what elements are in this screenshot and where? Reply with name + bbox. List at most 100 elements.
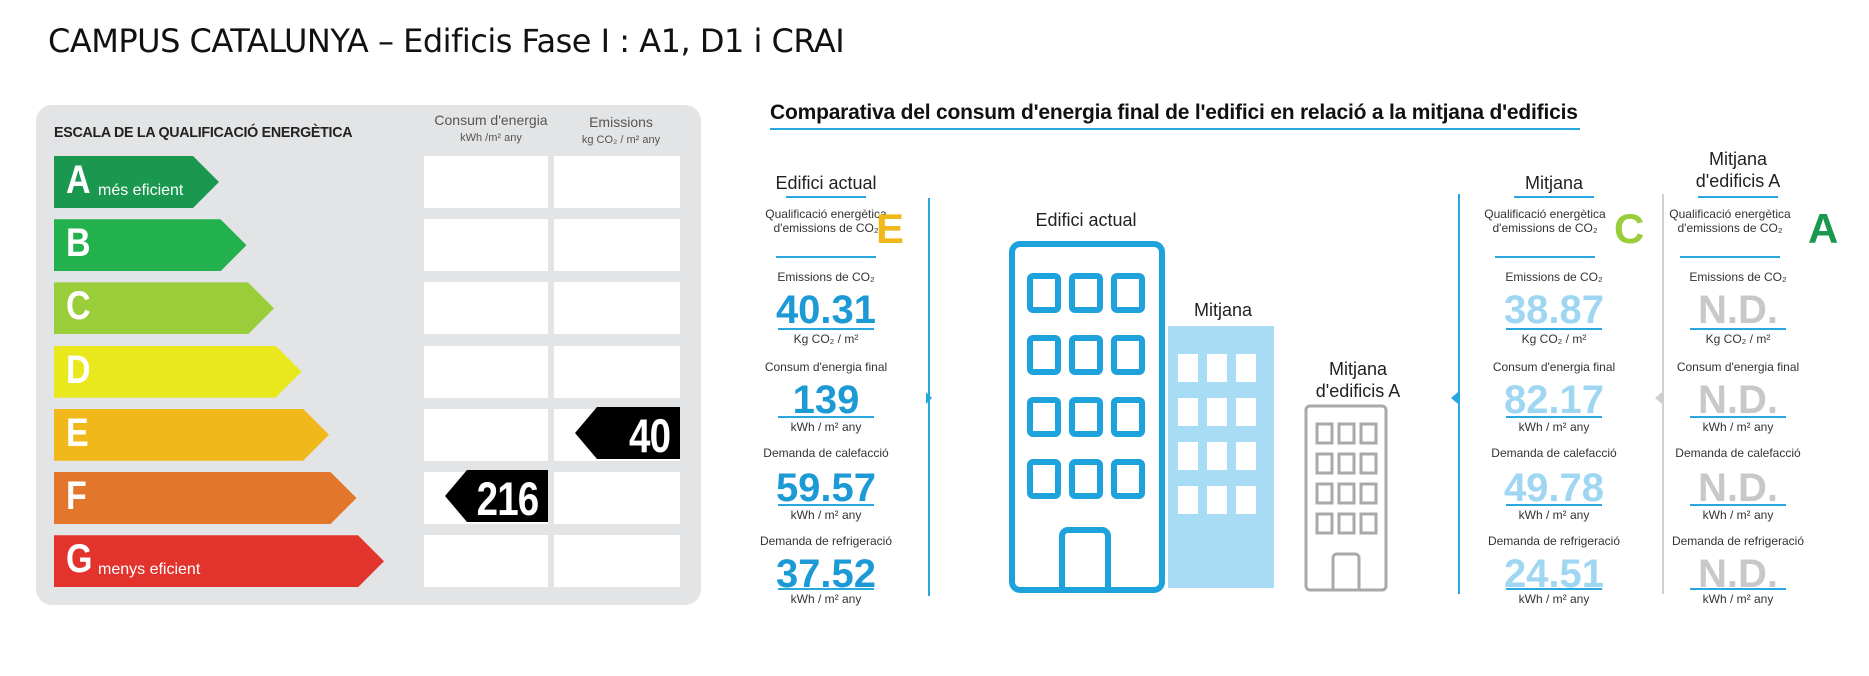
- emissions-rating-indicator: 40: [575, 407, 680, 459]
- qualification-underline: [776, 256, 876, 258]
- separator-middle: [1458, 194, 1460, 594]
- emissions-column-unit: kg CO₂ / m² any: [581, 134, 661, 146]
- emissions-cell: [554, 472, 680, 524]
- calef-value: 59.57: [775, 466, 877, 510]
- mitjana-building: [1168, 326, 1274, 588]
- actual-building: [1009, 241, 1165, 593]
- consum-column-label: Consum d'energia: [434, 112, 548, 128]
- calef-unit: kWh / m² any: [790, 508, 862, 522]
- rating-arrow-c: C: [54, 282, 274, 334]
- rating-letter: F: [66, 474, 87, 518]
- refrig-value: 24.51: [1503, 552, 1605, 596]
- consum-cell: [424, 535, 548, 588]
- emissions-unit: Kg CO₂ / m²: [1521, 332, 1587, 346]
- calef-label: Demanda de calefacció: [1675, 446, 1801, 460]
- column-header-underline: [1514, 196, 1594, 198]
- column-header-underline: [1698, 196, 1778, 198]
- emissions-cell: [554, 345, 680, 398]
- calef-label: Demanda de calefacció: [763, 446, 889, 460]
- energy-scale-title: ESCALA DE LA QUALIFICACIÓ ENERGÈTICA: [54, 124, 353, 141]
- qualification-letter: E: [876, 205, 905, 252]
- rating-letter: G: [66, 537, 93, 582]
- rating-caption: menys eficient: [98, 561, 201, 579]
- qualification-label: Qualificació energètica d'emissions de C…: [1669, 207, 1791, 235]
- consum-value: 82.17: [1503, 378, 1605, 422]
- comparison-title: Comparativa del consum d'energia final d…: [770, 101, 1578, 124]
- emissions-value-underline: [1506, 328, 1602, 330]
- consum-column-unit: kWh /m² any: [460, 132, 522, 144]
- refrig-value-underline: [778, 588, 874, 590]
- rating-letter: B: [66, 221, 91, 266]
- emissions-label: Emissions de CO₂: [777, 270, 875, 284]
- consum-value-underline: [778, 416, 874, 418]
- emissions-column-label: Emissions: [589, 114, 653, 130]
- rating-arrow-d: D: [54, 346, 302, 398]
- column-header: Mitjana: [1524, 173, 1584, 193]
- calef-value-underline: [1506, 504, 1602, 506]
- qualification-label: Qualificació energètica d'emissions de C…: [765, 207, 887, 235]
- emissions-cell: [554, 535, 680, 588]
- refrig-unit: kWh / m² any: [1702, 592, 1774, 606]
- rating-letter: A: [66, 158, 91, 202]
- emissions-label: Emissions de CO₂: [1689, 270, 1787, 284]
- column-header-underline: [786, 196, 866, 198]
- refrig-label: Demanda de refrigeració: [759, 534, 893, 548]
- consum-column-header: Consum d'energia kWh /m² any: [426, 111, 556, 147]
- calef-unit: kWh / m² any: [1702, 508, 1774, 522]
- refrig-value: N.D.: [1698, 552, 1778, 596]
- rating-letter: C: [66, 284, 91, 329]
- consum-cell: [424, 408, 548, 461]
- illustration-label-mitjana-a: Mitjana d'edificis A: [1315, 359, 1401, 401]
- consum-label: Consum d'energia final: [764, 360, 888, 374]
- refrig-unit: kWh / m² any: [1518, 592, 1590, 606]
- emissions-value: 38.87: [1503, 288, 1605, 332]
- emissions-rating-value: 40: [628, 409, 671, 462]
- separator-left-notch: [926, 392, 932, 404]
- building-illustration: [1009, 241, 1388, 593]
- consum-cell: [424, 219, 548, 272]
- consum-value-underline: [1690, 416, 1786, 418]
- refrig-label: Demanda de refrigeració: [1671, 534, 1805, 548]
- calef-value-underline: [778, 504, 874, 506]
- emissions-cell: [554, 219, 680, 272]
- consum-rating-value: 216: [476, 472, 539, 525]
- emissions-label: Emissions de CO₂: [1505, 270, 1603, 284]
- consum-unit: kWh / m² any: [1518, 420, 1590, 434]
- illustration-label-mitjana: Mitjana: [1193, 300, 1253, 320]
- consum-label: Consum d'energia final: [1492, 360, 1616, 374]
- emissions-value: N.D.: [1698, 288, 1778, 332]
- emissions-unit: Kg CO₂ / m²: [1705, 332, 1771, 346]
- emissions-value-underline: [778, 328, 874, 330]
- emissions-value: 40.31: [775, 288, 877, 332]
- emissions-cell: [554, 282, 680, 335]
- page-title: CAMPUS CATALUNYA – Edificis Fase I : A1,…: [48, 22, 845, 60]
- emissions-column-header: Emissions kg CO₂ / m² any: [556, 113, 686, 149]
- consum-unit: kWh / m² any: [1702, 420, 1774, 434]
- consum-cell: [424, 282, 548, 335]
- illustration-label-actual: Edifici actual: [1035, 210, 1137, 230]
- consum-cell: [424, 345, 548, 398]
- consum-cell: [424, 156, 548, 208]
- consum-label: Consum d'energia final: [1676, 360, 1800, 374]
- qualification-label: Qualificació energètica d'emissions de C…: [1484, 207, 1606, 235]
- mitjana-a-building: [1304, 404, 1388, 592]
- consum-unit: kWh / m² any: [790, 420, 862, 434]
- refrig-unit: kWh / m² any: [790, 592, 862, 606]
- refrig-value-underline: [1506, 588, 1602, 590]
- refrig-value-underline: [1690, 588, 1786, 590]
- calef-value: N.D.: [1698, 466, 1778, 510]
- separator-right: [1662, 194, 1664, 594]
- qualification-underline: [1680, 256, 1780, 258]
- comparison-title-underline: [770, 128, 1580, 130]
- calef-label: Demanda de calefacció: [1491, 446, 1617, 460]
- qualification-letter: C: [1614, 205, 1645, 252]
- column-header: Edifici actual: [775, 173, 877, 193]
- refrig-value: 37.52: [775, 552, 877, 596]
- rating-letter: D: [66, 347, 91, 392]
- consum-value: 139: [792, 378, 860, 422]
- refrig-label: Demanda de refrigeració: [1487, 534, 1621, 548]
- rating-arrow-b: B: [54, 219, 247, 271]
- consum-rating-indicator: 216: [445, 470, 548, 522]
